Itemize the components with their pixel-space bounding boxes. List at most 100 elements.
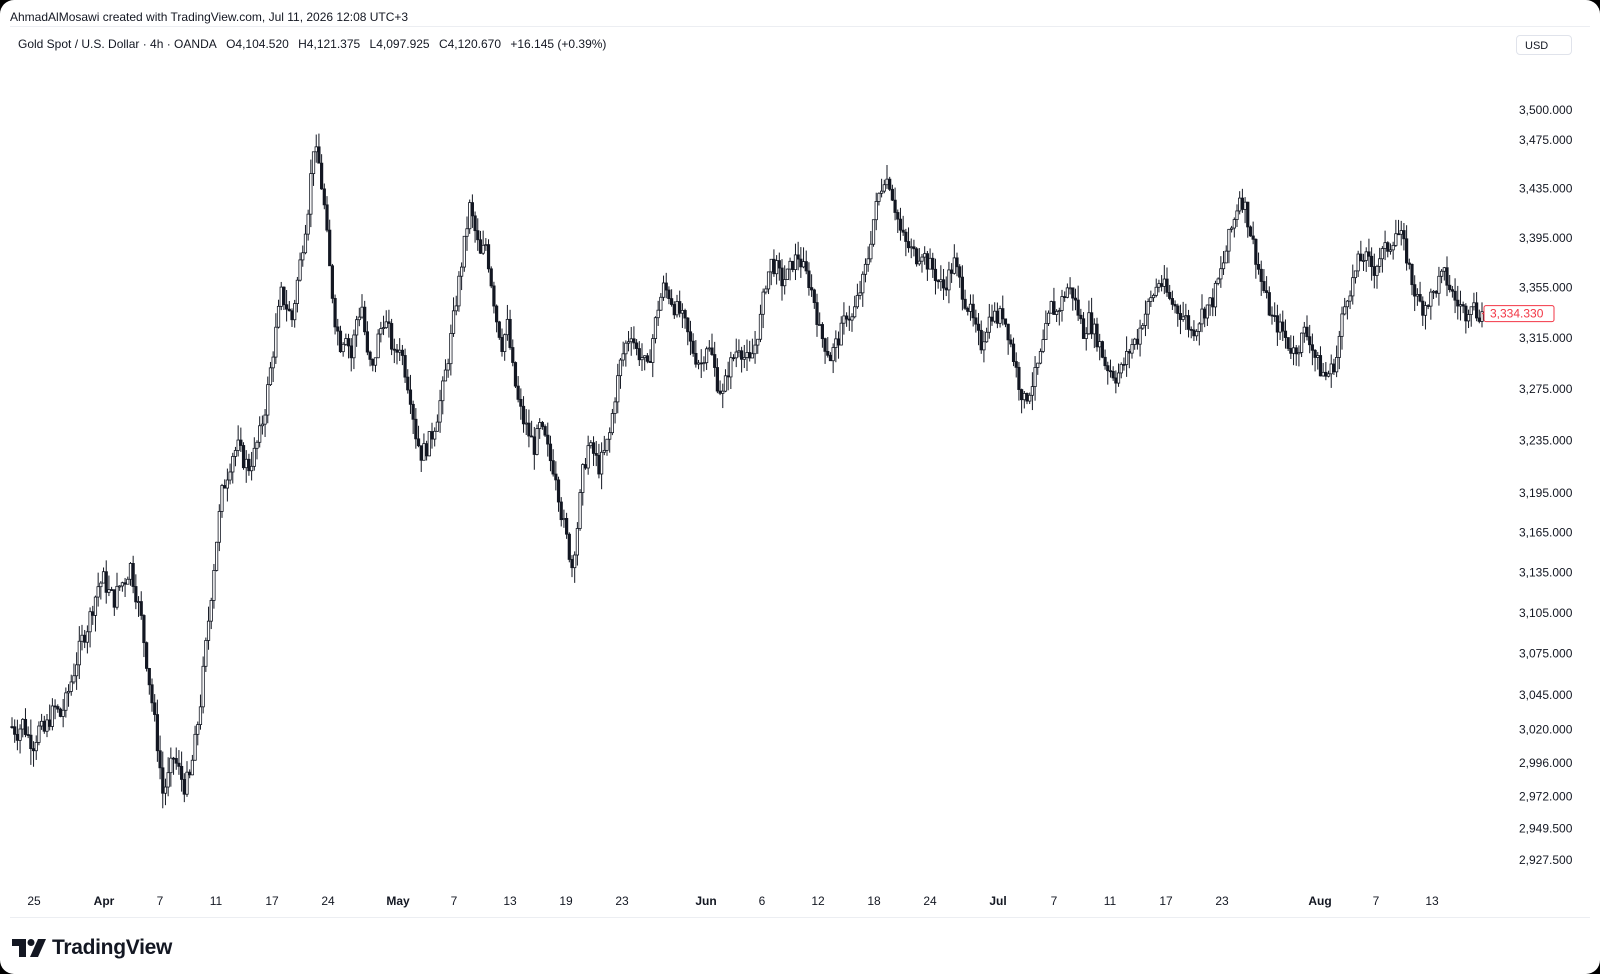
candle <box>454 295 458 316</box>
candle <box>597 443 601 479</box>
candle <box>904 228 908 257</box>
candle <box>395 344 399 365</box>
candle <box>931 252 935 278</box>
currency-selector[interactable]: USD <box>1516 35 1572 55</box>
candle <box>995 302 999 329</box>
price-tick-label: 3,105.000 <box>1519 606 1573 620</box>
candle <box>134 574 138 610</box>
candle <box>575 522 579 566</box>
time-tick-label: 7 <box>451 894 458 908</box>
candle <box>484 238 488 251</box>
legend-high: H4,121.375 <box>298 37 361 51</box>
candle <box>1259 260 1263 296</box>
candle <box>893 187 897 221</box>
candle <box>10 717 14 729</box>
candle <box>414 408 418 449</box>
candle <box>1273 302 1277 322</box>
candle <box>225 468 229 502</box>
candle <box>1383 230 1387 261</box>
time-tick-label: Aug <box>1308 894 1331 908</box>
candle <box>1281 310 1285 342</box>
candle <box>403 348 407 383</box>
candle <box>503 333 507 361</box>
candle <box>451 297 456 337</box>
candle <box>807 262 811 296</box>
candle <box>941 268 946 300</box>
candle <box>785 268 789 281</box>
candle <box>589 440 593 449</box>
candle <box>42 715 46 734</box>
candle <box>21 718 25 738</box>
candle <box>777 252 781 281</box>
candle <box>958 264 962 288</box>
candle <box>675 294 679 318</box>
candle <box>801 247 806 269</box>
candle <box>1405 225 1409 271</box>
candle <box>1052 287 1056 315</box>
candle <box>1238 191 1242 215</box>
legend-close: C4,120.670 <box>438 37 502 51</box>
candle <box>1248 225 1253 237</box>
price-tick-label: 3,075.000 <box>1519 647 1573 661</box>
candle <box>1111 366 1115 381</box>
candle <box>1068 277 1072 295</box>
candle <box>1324 362 1328 381</box>
candle <box>1009 334 1013 348</box>
candle <box>1442 266 1446 281</box>
candle <box>126 576 130 585</box>
candle <box>282 286 286 311</box>
candle <box>594 441 598 467</box>
candle <box>586 435 590 475</box>
candle <box>880 178 884 198</box>
candle <box>239 427 243 452</box>
candle <box>1348 290 1352 310</box>
candle <box>430 422 434 449</box>
candle <box>643 355 647 371</box>
candle <box>1310 333 1314 366</box>
candle <box>1071 287 1075 311</box>
candle <box>947 261 951 304</box>
candle <box>23 708 28 738</box>
candle <box>793 243 798 281</box>
candle <box>968 294 973 321</box>
candle <box>640 343 644 371</box>
price-tick-label: 2,972.000 <box>1519 790 1573 804</box>
candle <box>422 433 426 461</box>
candle <box>45 714 49 738</box>
candle <box>1318 346 1323 377</box>
candle <box>896 209 900 234</box>
candle <box>1001 295 1005 326</box>
last-price-label: 3,334.330 <box>1490 307 1544 321</box>
candle <box>651 334 655 378</box>
tradingview-logo[interactable]: TradingView <box>12 936 172 960</box>
candle <box>77 626 81 679</box>
candle <box>56 704 60 713</box>
candle <box>1092 318 1096 349</box>
chart-area[interactable] <box>10 26 1590 918</box>
candle <box>1063 291 1067 302</box>
candle <box>182 773 186 803</box>
price-tick-label: 2,949.500 <box>1519 822 1573 836</box>
candle <box>260 415 264 435</box>
time-tick-label: 25 <box>27 894 41 908</box>
candle <box>626 331 631 352</box>
candle <box>301 245 305 267</box>
ohlc-legend: Gold Spot / U.S. Dollar · 4h · OANDA O4,… <box>18 37 612 51</box>
candle <box>1256 252 1261 275</box>
candle <box>810 274 814 297</box>
candle <box>828 352 833 362</box>
candle <box>476 218 480 251</box>
candle <box>376 329 380 359</box>
candle <box>976 313 981 346</box>
price-tick-label: 3,020.000 <box>1519 722 1573 736</box>
candle <box>328 219 332 267</box>
candle <box>581 463 585 506</box>
candle <box>387 309 391 338</box>
candle <box>680 303 684 329</box>
candle <box>1157 279 1161 293</box>
candle <box>610 408 614 436</box>
candle <box>624 340 628 367</box>
candle <box>438 389 442 433</box>
candle <box>201 656 205 714</box>
